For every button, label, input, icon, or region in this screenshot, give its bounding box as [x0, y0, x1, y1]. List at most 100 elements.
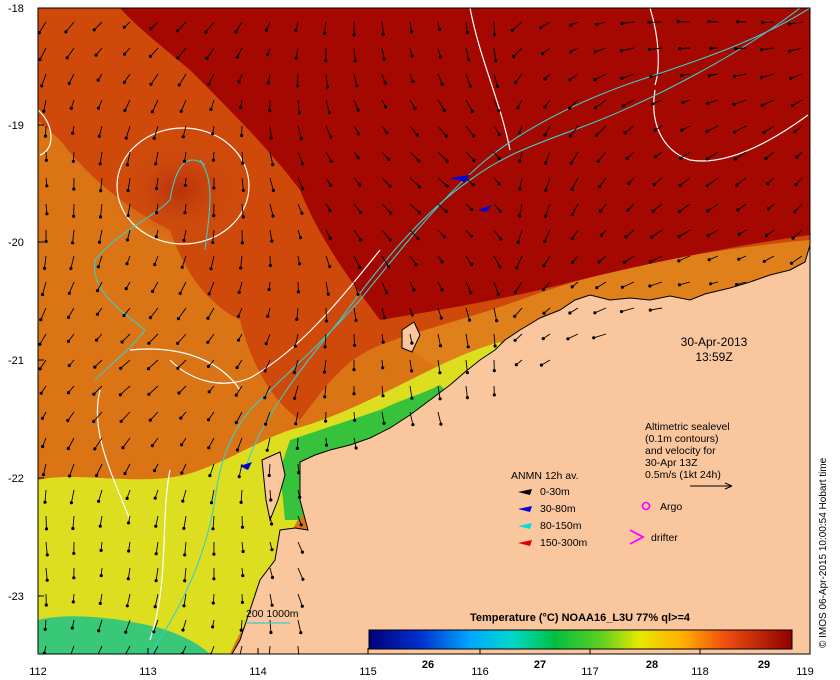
velocity-arrow [323, 359, 327, 373]
velocity-arrow-head [417, 211, 421, 215]
velocity-arrow-head [621, 104, 625, 108]
velocity-arrow-head [411, 79, 415, 83]
velocity-arrow-head [66, 339, 70, 343]
velocity-arrow [99, 151, 103, 164]
velocity-arrow [97, 255, 103, 267]
velocity-arrow [707, 177, 719, 186]
velocity-arrow [266, 437, 271, 451]
velocity-arrow-head [69, 106, 73, 110]
velocity-arrow [353, 203, 362, 213]
velocity-arrow-head [543, 133, 547, 137]
velocity-arrow [595, 99, 607, 108]
velocity-arrow [789, 47, 803, 52]
velocity-arrow [597, 151, 607, 162]
velocity-arrow-head [765, 182, 770, 186]
velocity-arrow-head [356, 108, 360, 112]
velocity-arrow-head [183, 553, 187, 557]
velocity-arrow [268, 463, 271, 476]
velocity-arrow [622, 281, 635, 288]
velocity-arrow-head [793, 130, 797, 134]
velocity-arrow [353, 229, 362, 241]
colorbar-tick: 28 [646, 659, 658, 671]
plot-area [38, 8, 810, 654]
velocity-arrow-head [266, 81, 270, 85]
velocity-arrow-head [516, 240, 520, 244]
velocity-arrow [150, 411, 159, 421]
velocity-arrow-head [357, 132, 361, 136]
velocity-arrow [762, 21, 775, 24]
velocity-arrow-head [264, 28, 268, 32]
velocity-arrow-head [677, 259, 681, 263]
velocity-arrow [353, 281, 359, 295]
velocity-arrow-head [597, 260, 601, 264]
velocity-arrow-head [301, 186, 305, 191]
velocity-arrow-head [266, 53, 270, 57]
velocity-arrow [790, 73, 803, 79]
velocity-arrow [381, 47, 385, 60]
velocity-arrow-head [542, 287, 546, 291]
velocity-arrow [622, 99, 635, 107]
velocity-arrow-head [44, 158, 49, 162]
velocity-arrow [72, 229, 75, 243]
velocity-arrow-head [465, 371, 469, 375]
velocity-arrow-head [760, 48, 764, 52]
velocity-arrow-head [72, 214, 76, 218]
velocity-arrow [120, 385, 131, 396]
velocity-arrow-head [40, 84, 44, 88]
velocity-arrow-head [43, 134, 48, 138]
anmn-arrow-blue-1 [450, 175, 470, 182]
velocity-arrow [381, 307, 386, 318]
velocity-arrow-head [209, 107, 213, 111]
velocity-arrow-head [97, 240, 102, 244]
velocity-arrow-head [264, 342, 268, 346]
velocity-arrow-head [516, 106, 520, 110]
velocity-arrow [353, 255, 361, 268]
velocity-arrow-head [619, 310, 624, 314]
velocity-arrow [269, 125, 272, 139]
velocity-arrow-head [570, 237, 574, 241]
velocity-arrow-head [38, 367, 42, 371]
velocity-arrow [209, 463, 215, 476]
velocity-arrow-head [539, 26, 543, 30]
velocity-arrow-head [209, 267, 213, 271]
velocity-arrow [72, 515, 75, 529]
velocity-arrow [465, 73, 471, 87]
velocity-arrow [465, 281, 472, 293]
velocity-arrow-head [324, 319, 329, 323]
velocity-arrow-head [235, 55, 239, 59]
velocity-arrow [518, 203, 523, 216]
sealevel-note-line: 30-Apr 13Z [645, 457, 698, 469]
velocity-arrow [154, 593, 159, 607]
velocity-arrow [761, 47, 775, 51]
velocity-arrow-head [592, 336, 596, 340]
velocity-arrow-head [681, 100, 685, 105]
velocity-arrow-head [300, 162, 305, 166]
velocity-arrow-head [324, 59, 328, 63]
velocity-arrow [293, 359, 299, 373]
anmn-legend-item: 0-30m [518, 486, 570, 498]
velocity-arrow [208, 281, 215, 294]
velocity-arrow [297, 125, 302, 139]
velocity-arrow [97, 281, 103, 291]
sealevel-note: Altimetric sealevel (0.1m contours) and … [645, 421, 733, 490]
velocity-arrow [127, 177, 131, 191]
velocity-arrow [437, 359, 441, 373]
velocity-arrow [297, 99, 300, 113]
velocity-arrow-head [270, 575, 275, 580]
velocity-arrow [99, 515, 103, 527]
velocity-arrow [324, 333, 327, 347]
velocity-arrow-head [543, 77, 547, 81]
velocity-arrow-head [707, 73, 711, 78]
velocity-arrow-head [211, 158, 216, 162]
velocity-arrow-head [679, 156, 683, 160]
peninsula-land [261, 451, 286, 522]
velocity-arrow [127, 229, 131, 241]
velocity-arrow [708, 229, 719, 236]
velocity-arrow-head [569, 161, 573, 165]
velocity-arrow-head [791, 103, 795, 108]
velocity-arrow-head [707, 19, 711, 24]
velocity-arrow [205, 21, 215, 33]
velocity-arrow [120, 411, 131, 422]
velocity-arrow-head [789, 76, 793, 81]
velocity-arrow-head [760, 103, 764, 107]
